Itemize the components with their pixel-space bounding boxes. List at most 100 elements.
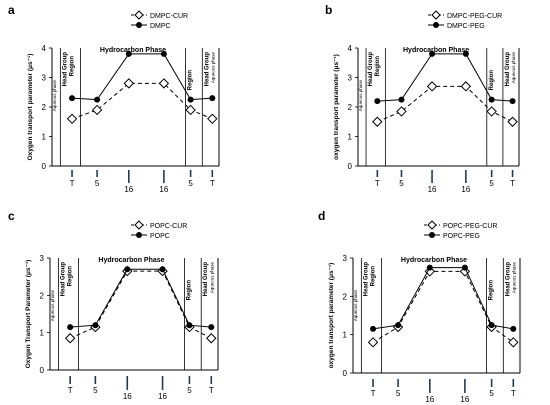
data-point (396, 106, 407, 117)
aqueous-phase-label-left: Aqueous phase (52, 80, 57, 112)
data-point (125, 50, 132, 57)
y-tick-label: 1 (40, 329, 45, 338)
x-tick-label: T (510, 179, 515, 188)
data-point (67, 324, 74, 331)
panel-d: d 0 1 2 3 oxygen transport parameter (μs⁻¹) Hy… (318, 209, 521, 404)
legend-entry: DMPC (150, 23, 171, 30)
panel-letter: b (325, 3, 332, 17)
region-label-right: Region (489, 280, 495, 301)
x-tick-label: 16 (425, 395, 434, 404)
x-tick-label: T (210, 179, 215, 188)
panel-letter: c (8, 209, 15, 223)
panel-b: b 0 1 2 3 4 oxygen transport parameter (μs⁻¹) H… (325, 3, 520, 194)
y-tick-label: 2 (42, 103, 47, 112)
region-label-left: Region (370, 266, 376, 287)
data-point (209, 95, 216, 102)
head-group-label-left: Head Group (368, 52, 374, 87)
y-tick-label: 1 (343, 331, 348, 340)
series-line-POPC (70, 268, 212, 328)
legend-marker (134, 10, 144, 20)
y-tick-label: 4 (348, 44, 353, 53)
x-tick-label: 16 (460, 395, 469, 404)
data-point (460, 81, 472, 92)
region-label-right: Region (188, 70, 194, 91)
data-point (185, 104, 196, 116)
x-tick-label: 5 (93, 386, 98, 395)
legend-entry: POPC-PEG (443, 233, 480, 240)
series-line-POPC-CUR (69, 270, 212, 339)
data-point (367, 337, 379, 348)
x-tick-label: 5 (95, 179, 100, 188)
data-point (462, 50, 469, 57)
data-point (398, 96, 405, 103)
head-group-label-left: Head Group (363, 262, 369, 297)
data-point (429, 50, 436, 57)
legend-marker (136, 22, 142, 28)
head-group-label-left: Head Group (60, 262, 66, 297)
x-tick-label: 16 (158, 392, 167, 401)
legend-marker (136, 232, 142, 238)
data-point (158, 78, 170, 89)
x-tick-label: T (371, 389, 376, 398)
y-axis-label: oxygen transport parameter (μs⁻¹) (333, 54, 340, 160)
data-point (507, 116, 518, 127)
series-line-DMPC-PEG (377, 53, 513, 102)
aqueous-phase-label-right: Aqueous phase (211, 52, 216, 84)
x-tick-label: 5 (489, 179, 494, 188)
data-point (370, 325, 377, 332)
data-point (159, 266, 166, 273)
x-tick-label: T (375, 179, 380, 188)
legend-entry: POPC-CUR (150, 223, 187, 230)
hydrocarbon-phase-label: Hydrocarbon Phase (100, 47, 166, 54)
legend-marker (433, 22, 439, 28)
head-group-label-right: Head Group (204, 52, 210, 87)
data-point (186, 322, 193, 329)
data-point (461, 264, 468, 271)
series-line-POPC-PEG (372, 267, 514, 330)
region-label-left: Region (69, 56, 75, 77)
legend-marker (431, 10, 441, 20)
y-tick-label: 4 (42, 44, 47, 53)
aqueous-phase-label-right: Aqueous phase (512, 262, 517, 294)
data-point (510, 325, 517, 332)
data-point (64, 333, 76, 344)
panel-c: c 0 1 2 3 Oxygen Transport Parameter (μs⁻¹) Hy… (8, 209, 219, 401)
x-tick-label: 16 (159, 185, 168, 194)
data-point (488, 96, 495, 103)
y-tick-label: 2 (40, 291, 45, 300)
x-tick-label: 5 (187, 386, 192, 395)
data-point (92, 322, 99, 329)
aqueous-phase-label-left: Aqueous phase (353, 290, 358, 322)
legend-marker (429, 232, 435, 238)
y-tick-label: 0 (40, 366, 45, 375)
aqueous-phase-label-right: Aqueous phase (210, 262, 215, 294)
y-tick-label: 0 (42, 162, 47, 171)
aqueous-phase-label-left: Aqueous phase (50, 290, 55, 322)
data-point (488, 322, 495, 329)
data-point (486, 106, 497, 117)
data-point (187, 96, 194, 103)
y-axis-label: Oxygen transport parameter (μs⁻¹) (27, 54, 34, 161)
y-tick-label: 3 (343, 254, 348, 263)
legend-entry: DMPC-PEG-CUR (447, 13, 502, 20)
region-label-left: Region (375, 56, 381, 77)
panel-letter: d (318, 209, 325, 223)
head-group-label-right: Head Group (203, 262, 209, 297)
hydrocarbon-phase-label: Hydrocarbon Phase (98, 257, 164, 264)
data-point (123, 78, 135, 89)
region-label-right: Region (489, 70, 495, 91)
hydrocarbon-phase-label: Hydrocarbon Phase (401, 257, 467, 264)
x-tick-label: 5 (489, 389, 494, 398)
x-tick-label: 5 (188, 179, 193, 188)
region-label-right: Region (186, 280, 192, 301)
head-group-label-right: Head Group (505, 262, 511, 297)
data-point (374, 98, 381, 105)
y-tick-label: 1 (42, 133, 47, 142)
legend-marker (134, 220, 144, 230)
aqueous-phase-label-left: Aqueous phase (358, 80, 363, 112)
data-point (208, 324, 215, 331)
legend-entry: DMPC-PEG (447, 23, 485, 30)
data-point (395, 322, 402, 329)
x-tick-label: T (70, 179, 75, 188)
